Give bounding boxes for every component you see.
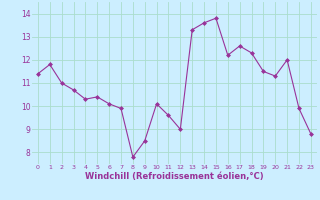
X-axis label: Windchill (Refroidissement éolien,°C): Windchill (Refroidissement éolien,°C) — [85, 172, 264, 181]
